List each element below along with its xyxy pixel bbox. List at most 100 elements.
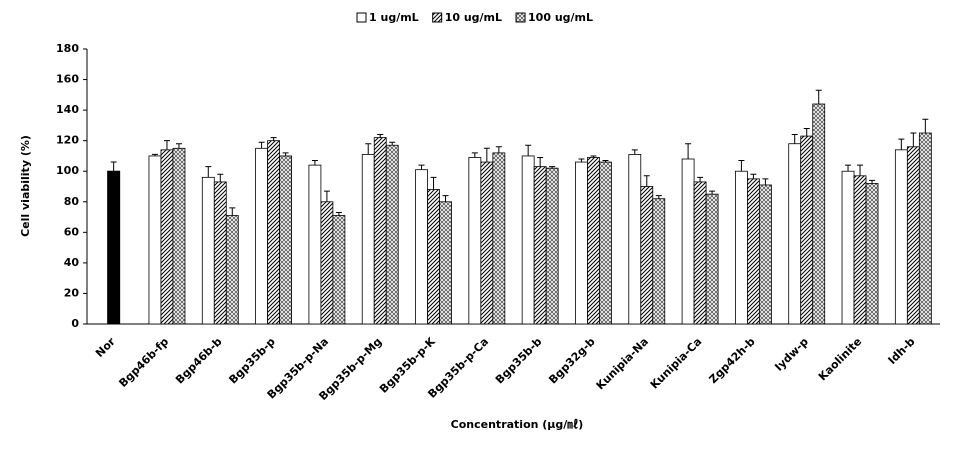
bar	[693, 181, 707, 325]
bar	[308, 164, 322, 325]
error-bar	[217, 173, 224, 182]
error-bar	[910, 132, 917, 147]
error-bar	[229, 207, 236, 216]
error-bar	[418, 164, 425, 170]
y-tick-label: 120	[56, 134, 79, 147]
x-tick-label: Kaolinite	[816, 335, 864, 383]
y-tick-label: 160	[56, 73, 79, 86]
y-tick-label: 100	[56, 164, 79, 177]
error-bar	[311, 160, 318, 166]
error-bar	[643, 175, 650, 187]
error-bar	[483, 147, 490, 163]
error-bar	[815, 89, 822, 104]
bar	[545, 167, 559, 325]
bar	[148, 155, 162, 325]
y-tick-label: 180	[56, 42, 79, 55]
error-bar	[697, 176, 704, 182]
error-bar	[110, 161, 117, 172]
error-bar	[270, 137, 277, 141]
bar	[906, 146, 920, 325]
bar	[279, 155, 292, 325]
error-bar	[389, 141, 396, 146]
bar	[225, 215, 239, 325]
x-tick-label: Bgp32g-b	[546, 335, 598, 387]
bar	[599, 161, 612, 325]
error-bar	[738, 160, 745, 172]
y-axis-title: Cell viability (%)	[19, 135, 32, 237]
bar	[415, 169, 428, 325]
error-bar	[845, 164, 852, 172]
control-bar	[107, 170, 121, 325]
error-bar	[602, 160, 609, 163]
bar	[160, 149, 174, 325]
error-bar	[495, 146, 502, 153]
bar	[213, 181, 227, 325]
error-bar	[685, 143, 692, 159]
error-bar	[922, 118, 929, 134]
bar	[652, 198, 666, 325]
bar	[853, 175, 867, 325]
bar	[759, 184, 772, 325]
bar	[468, 157, 482, 325]
legend-label: 100 ug/mL	[528, 11, 593, 24]
x-tick-label: Kunipia-Na	[594, 335, 651, 392]
y-tick-label: 60	[64, 225, 80, 238]
bar	[385, 144, 399, 325]
y-tick-label: 140	[56, 103, 79, 116]
error-bar	[578, 158, 585, 163]
error-bar	[151, 153, 158, 156]
error-bar	[163, 140, 170, 150]
bar	[439, 201, 452, 325]
error-bar	[175, 143, 182, 149]
x-tick-label: Zgp42h-b	[707, 335, 758, 386]
bar	[492, 152, 506, 325]
x-tick-label: Bgp46b-fp	[116, 335, 171, 390]
error-bar	[282, 152, 289, 156]
error-bar	[590, 155, 597, 158]
error-bar	[335, 211, 342, 216]
bar	[894, 149, 908, 325]
bar	[575, 161, 588, 325]
error-bar	[655, 195, 662, 199]
bar	[788, 143, 802, 325]
error-bar	[442, 195, 449, 202]
bar	[640, 186, 654, 325]
error-bar	[525, 144, 532, 156]
x-tick-label: Bgp35b-b	[493, 335, 545, 387]
x-tick-label: Idh-b	[886, 335, 918, 367]
error-bar	[258, 141, 265, 149]
error-bar	[430, 176, 437, 190]
bar	[373, 137, 387, 325]
legend-swatch	[515, 12, 526, 23]
error-bar	[791, 134, 798, 144]
error-bar	[537, 156, 544, 167]
x-tick-label: Kunipia-Ca	[648, 335, 705, 392]
error-bar	[898, 138, 905, 150]
bar	[812, 103, 826, 325]
y-tick-label: 20	[64, 286, 80, 299]
bar	[800, 135, 814, 325]
x-axis-title: Concentration (μg/㎖)	[451, 418, 584, 431]
error-bar	[709, 190, 716, 195]
error-bar	[205, 166, 212, 178]
legend-label: 10 ug/mL	[445, 11, 502, 24]
error-bar	[631, 149, 638, 155]
bar	[865, 183, 879, 325]
error-bar	[869, 179, 876, 184]
bar	[918, 132, 932, 325]
error-bar	[750, 173, 757, 179]
legend-label: 1 ug/mL	[369, 11, 419, 24]
bar	[628, 154, 642, 325]
error-bar	[803, 127, 810, 137]
bar	[172, 147, 186, 325]
bar	[747, 178, 760, 325]
error-bar	[762, 178, 769, 185]
error-bar	[323, 190, 330, 202]
bar	[533, 166, 547, 325]
bar	[255, 147, 268, 325]
bar	[267, 140, 280, 325]
x-tick-label: Bgp46b-b	[173, 335, 225, 387]
bar	[201, 176, 215, 325]
y-tick-label: 0	[71, 317, 79, 330]
